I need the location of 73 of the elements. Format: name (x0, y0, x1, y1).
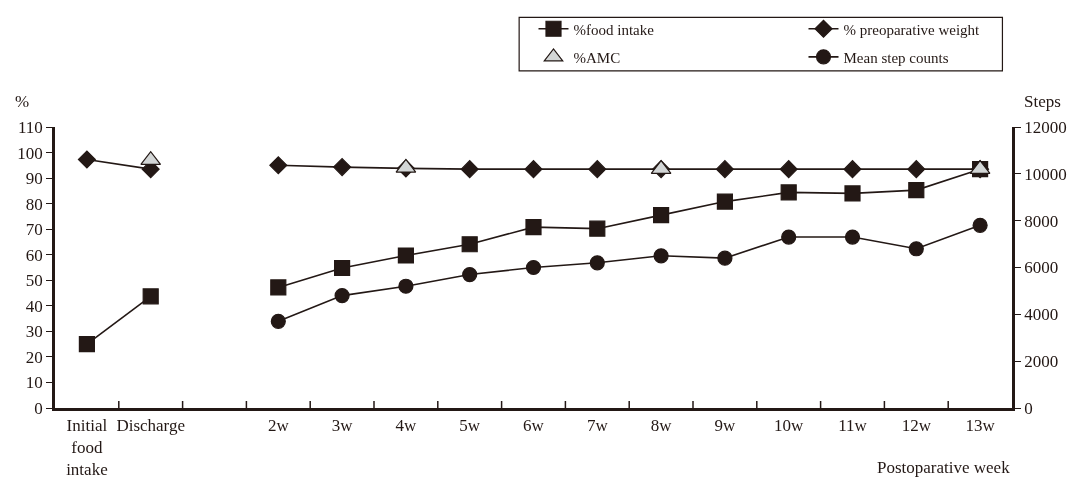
y-tick-label: 90 (25, 169, 43, 189)
y2-tick-label: 12000 (1024, 117, 1067, 137)
point (589, 255, 605, 271)
y-tick-label: 100 (17, 143, 43, 163)
point (589, 220, 606, 237)
point (461, 236, 478, 253)
point (908, 241, 924, 257)
x-tick-label: 11w (838, 416, 868, 436)
point (843, 160, 862, 179)
point (588, 160, 607, 179)
x-tick-label: Discharge (116, 416, 185, 436)
point (460, 160, 479, 179)
x-tick-label: 9w (714, 416, 737, 436)
x-tick-label: 8w (650, 416, 673, 436)
point (844, 229, 861, 245)
point (972, 217, 988, 233)
point (333, 158, 352, 177)
point (525, 219, 542, 236)
y-tick-label: 80 (25, 194, 43, 214)
y2-tick-label: 8000 (1024, 211, 1059, 231)
point (716, 193, 733, 210)
point (779, 160, 798, 179)
y2-tick-label: 2000 (1024, 352, 1059, 372)
x-tick-label: Initial food intake (66, 416, 108, 480)
x-tick-label: 7w (586, 416, 609, 436)
point (717, 250, 733, 266)
point (715, 160, 734, 179)
point (653, 248, 669, 264)
y-tick-label: 40 (25, 296, 43, 316)
point (270, 279, 287, 296)
y-axis-title: % (15, 92, 30, 111)
point (653, 207, 670, 224)
point (844, 185, 861, 202)
x-tick-label: 3w (331, 416, 354, 436)
y-tick-label: 20 (25, 347, 43, 367)
point (334, 259, 351, 277)
y2-axis-title: Steps (1024, 92, 1061, 111)
point (462, 266, 478, 283)
y-tick-label: 70 (25, 220, 43, 240)
point (397, 247, 414, 264)
point (525, 259, 542, 276)
y-tick-label: 10 (25, 373, 43, 393)
legend-label: % preoparative weight (843, 21, 981, 38)
point (781, 229, 797, 245)
point (78, 336, 95, 353)
point (269, 156, 288, 175)
point (270, 313, 286, 329)
x-tick-label: 13w (965, 416, 996, 436)
point (780, 184, 797, 201)
y2-tick-label: 4000 (1024, 305, 1059, 325)
legend-label: %food intake (573, 21, 655, 38)
y2-tick-label: 6000 (1024, 258, 1059, 278)
y-tick-label: 60 (25, 245, 43, 265)
y-tick-label: 30 (25, 322, 43, 342)
point (908, 182, 925, 199)
x-tick-label: 6w (523, 416, 545, 436)
y2-tick-label: 10000 (1024, 164, 1067, 184)
point (334, 288, 350, 304)
y-tick-label: 50 (25, 271, 43, 291)
point (907, 160, 926, 179)
x-tick-label: 4w (395, 416, 418, 436)
x-tick-label: 12w (901, 416, 932, 436)
point (524, 160, 543, 179)
y-tick-label: 110 (17, 117, 43, 137)
x-tick-label: 10w (774, 416, 805, 436)
x-tick-label: 2w (267, 416, 290, 436)
x-axis-title: Postoparative week (877, 458, 1011, 477)
y-tick-label: 0 (34, 398, 43, 418)
legend-label: %AMC (573, 49, 621, 66)
x-tick-label: 5w (459, 416, 481, 436)
point (398, 278, 414, 294)
legend-label: Mean step counts (843, 49, 949, 66)
y2-tick-label: 0 (1024, 398, 1033, 418)
